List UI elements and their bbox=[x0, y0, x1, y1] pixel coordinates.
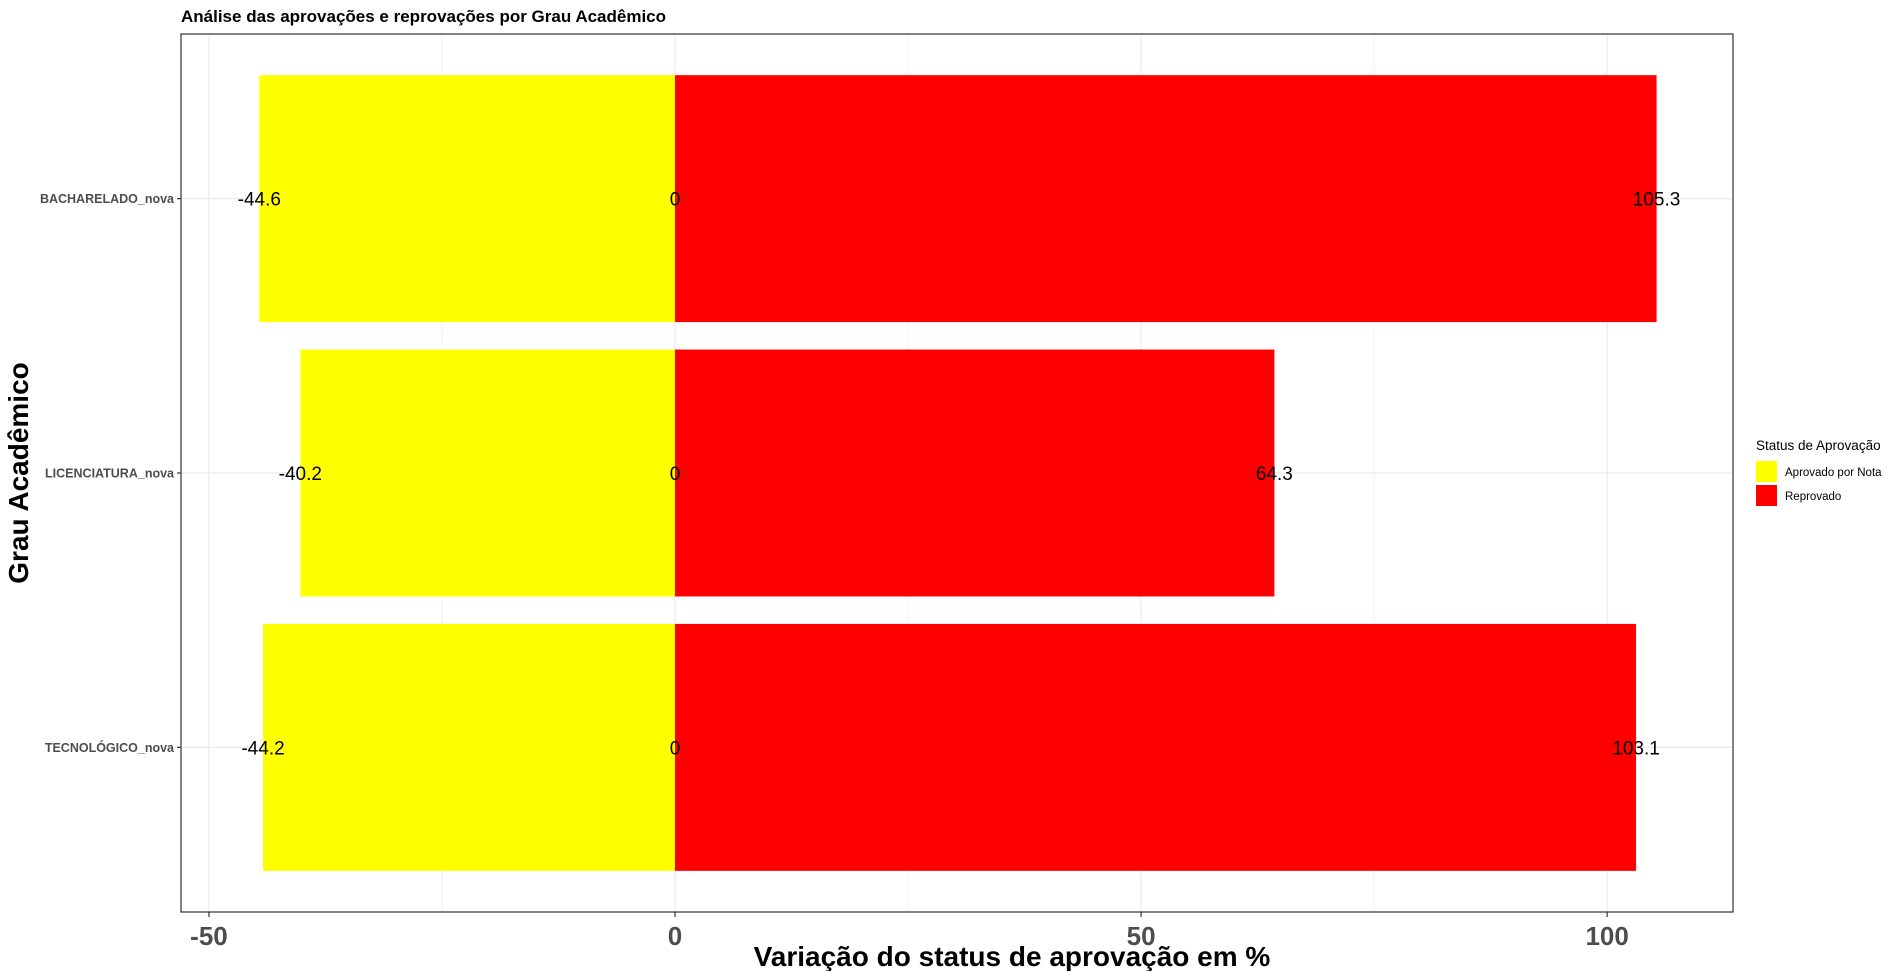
x-axis-title: Variação do status de aprovação em % bbox=[754, 941, 1271, 971]
data-label: -44.6 bbox=[238, 190, 281, 211]
bar-reprovado-2 bbox=[675, 623, 1637, 871]
bar-aprovado-1 bbox=[300, 349, 676, 597]
bar-aprovado-2 bbox=[263, 623, 676, 871]
bar-aprovado-0 bbox=[259, 75, 676, 323]
zero-label: 0 bbox=[670, 464, 681, 485]
legend-title: Status de Aprovação bbox=[1756, 438, 1881, 453]
legend-key-reprovado bbox=[1756, 485, 1777, 506]
bar-reprovado-0 bbox=[675, 75, 1657, 323]
x-tick-label: -50 bbox=[190, 921, 228, 951]
x-tick-label: 50 bbox=[1127, 921, 1156, 951]
y-tick-label: BACHARELADO_nova bbox=[40, 192, 175, 206]
y-tick-label: LICENCIATURA_nova bbox=[45, 467, 175, 481]
bar-reprovado-1 bbox=[675, 349, 1275, 597]
plot-panel: -44.6 -40.2 -44.2 105.3 64.3 103.1 0 0 0 bbox=[180, 33, 1734, 913]
legend-label: Reprovado bbox=[1785, 491, 1841, 503]
legend-items: Aprovado por Nota Reprovado bbox=[1756, 461, 1882, 506]
data-label: 105.3 bbox=[1633, 190, 1681, 211]
data-label: -40.2 bbox=[279, 464, 322, 485]
x-axis: -50 0 50 100 bbox=[190, 912, 1629, 951]
y-tick-label: TECNOLÓGICO_nova bbox=[45, 740, 175, 755]
zero-label: 0 bbox=[670, 190, 681, 211]
y-axis-title: Grau Acadêmico bbox=[3, 362, 34, 583]
zero-label: 0 bbox=[670, 738, 681, 759]
data-label: 64.3 bbox=[1256, 464, 1293, 485]
data-label: -44.2 bbox=[241, 738, 284, 759]
legend-label: Aprovado por Nota bbox=[1785, 467, 1882, 479]
data-labels: -44.6 -40.2 -44.2 105.3 64.3 103.1 0 0 0 bbox=[238, 190, 1681, 760]
y-axis: BACHARELADO_nova LICENCIATURA_nova TECNOLÓ… bbox=[40, 192, 181, 755]
legend: Status de Aprovação Aprovado por Nota Rep… bbox=[1756, 438, 1882, 506]
x-tick-label: 0 bbox=[668, 921, 682, 951]
bars bbox=[259, 75, 1657, 871]
legend-key-aprovado bbox=[1756, 461, 1777, 482]
chart-title: Análise das aprovações e reprovações por… bbox=[181, 7, 666, 26]
data-label: 103.1 bbox=[1612, 738, 1660, 759]
x-tick-label: 100 bbox=[1585, 921, 1628, 951]
